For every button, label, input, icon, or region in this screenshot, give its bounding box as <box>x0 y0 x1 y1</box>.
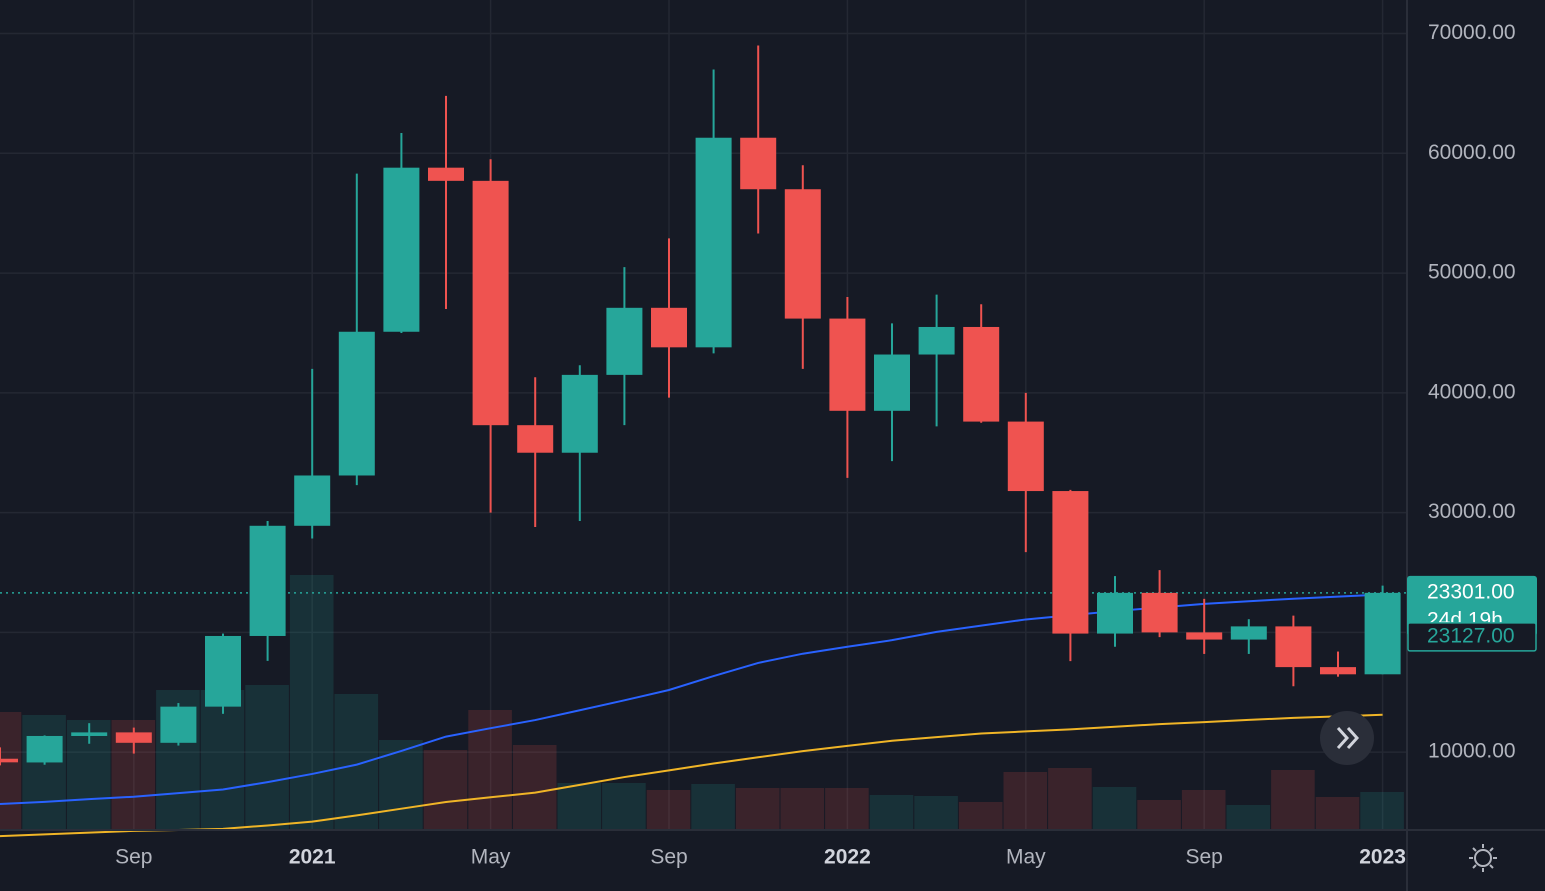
candle-body <box>249 525 286 636</box>
candle-body <box>428 167 464 181</box>
y-tick-label: 40000.00 <box>1428 380 1516 403</box>
volume-bar <box>1271 770 1315 830</box>
volume-bar <box>691 784 735 830</box>
volume-bar <box>1181 790 1226 830</box>
scroll-button[interactable] <box>1320 711 1374 765</box>
volume-bar <box>557 783 602 830</box>
plot <box>0 0 1407 838</box>
volume-bar <box>379 740 423 830</box>
volume-bar <box>958 802 1003 830</box>
candle-body <box>740 137 777 190</box>
candle-body <box>651 307 687 348</box>
volume-bar <box>0 712 22 830</box>
x-tick-label: Sep <box>115 846 152 869</box>
x-tick-label: May <box>1006 846 1046 869</box>
volume-bar <box>1360 792 1404 830</box>
candle-body <box>1186 632 1223 640</box>
last-price-box <box>1407 575 1537 636</box>
volume-bar <box>1048 768 1092 830</box>
candle-body <box>205 635 241 707</box>
volume-bar <box>512 745 557 830</box>
candle-body <box>695 137 732 348</box>
volume-bar <box>869 795 914 830</box>
x-tick-label: Sep <box>650 846 687 869</box>
settings-button[interactable] <box>1469 844 1497 872</box>
candle-body <box>829 318 866 411</box>
volume-bar <box>334 694 379 830</box>
candle-body <box>115 732 152 743</box>
settings-icon[interactable] <box>1474 849 1492 867</box>
ma-price-box <box>1407 622 1537 652</box>
volume-bar <box>1137 800 1181 830</box>
volume-bar <box>1226 805 1271 830</box>
candle-body <box>160 706 197 743</box>
volume-bar <box>825 788 869 830</box>
y-tick-label: 10000.00 <box>1428 740 1516 763</box>
settings-rays[interactable] <box>1469 844 1497 872</box>
x-tick-label: May <box>471 846 511 869</box>
candle-body <box>517 425 554 453</box>
scroll-icon[interactable] <box>1336 726 1360 750</box>
candle-body <box>1230 626 1267 640</box>
candle-body <box>606 307 643 375</box>
candle-body <box>1275 626 1312 668</box>
volume-bar <box>914 796 958 830</box>
volume-bar <box>1092 787 1137 830</box>
candle-body <box>784 189 821 319</box>
volume-bar <box>1315 797 1360 830</box>
candle-body <box>561 374 598 453</box>
candle-body <box>383 167 420 332</box>
candle-body <box>71 732 108 736</box>
ma-price-label: 23127.00 <box>1427 624 1515 647</box>
candle-body <box>874 354 910 411</box>
x-tick-label: 2023 <box>1359 846 1406 869</box>
candle-body <box>1052 491 1089 634</box>
candle-body <box>0 758 18 763</box>
volume-bar <box>602 783 646 830</box>
candle-body <box>1364 592 1401 675</box>
last-price-label: 23301.00 <box>1427 580 1515 603</box>
y-tick-label: 50000.00 <box>1428 261 1516 284</box>
candle-body <box>918 326 955 355</box>
candle-body <box>472 180 509 426</box>
candle-body <box>26 735 63 763</box>
volume-bar <box>735 788 780 830</box>
candle-body <box>1320 667 1356 675</box>
x-tick-label: 2022 <box>824 846 871 869</box>
moving-average <box>0 713 1383 838</box>
volume-bar <box>646 790 691 830</box>
x-tick-label: 2021 <box>289 846 336 869</box>
volume-bar <box>423 750 468 830</box>
candle-body <box>1007 421 1044 492</box>
y-tick-label: 60000.00 <box>1428 141 1516 164</box>
candle-body <box>963 326 1000 422</box>
volume-bar <box>22 715 66 830</box>
candle-body <box>294 475 331 526</box>
y-tick-label: 30000.00 <box>1428 500 1516 523</box>
volume-bar <box>780 788 825 830</box>
candle-body <box>1097 592 1133 634</box>
x-tick-label: Sep <box>1186 846 1223 869</box>
volume-bar <box>289 575 334 830</box>
volume-bar <box>245 685 289 830</box>
candle-body <box>338 331 375 476</box>
candle-body <box>1141 592 1178 633</box>
volume-bar <box>1003 772 1048 830</box>
y-tick-label: 70000.00 <box>1428 21 1516 44</box>
volume-bar <box>468 710 512 830</box>
